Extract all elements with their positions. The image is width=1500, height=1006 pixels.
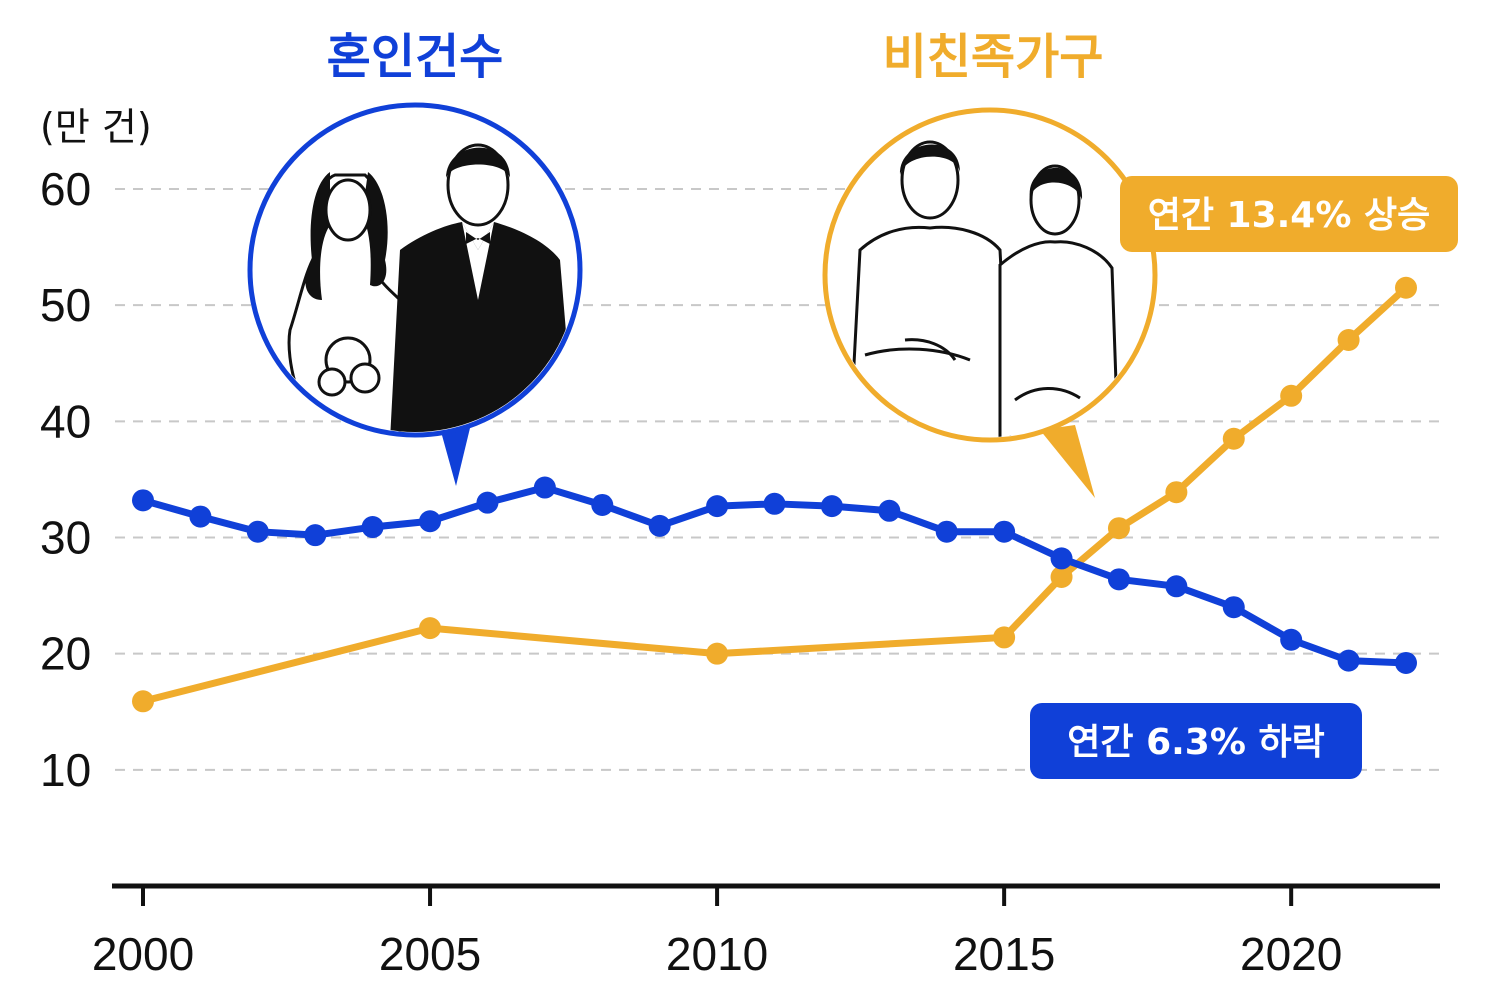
data-point [189,505,212,528]
series-layer [132,276,1417,713]
data-point [763,492,786,515]
y-tick-label: 40 [40,395,91,447]
data-point [591,493,614,516]
data-point [1050,565,1073,588]
y-tick-label: 60 [40,163,91,215]
y-tick-label: 50 [40,279,91,331]
data-point [993,520,1016,543]
data-point [1165,575,1188,598]
data-point [361,516,384,539]
data-point [1280,384,1303,407]
data-point [820,495,843,518]
data-point [1222,427,1245,450]
annotation-rise-text: 연간 13.4% 상승 [1148,195,1430,236]
data-point [419,617,442,640]
data-point [246,520,269,543]
x-tick-label: 2000 [92,928,194,980]
x-tick-label: 2010 [666,928,768,980]
y-tick-label: 20 [40,628,91,680]
series-title-marriages: 혼인건수 [327,29,504,85]
data-point [706,495,729,518]
data-point [533,476,556,499]
data-point [706,642,729,665]
wedding-couple-illustration [247,102,583,486]
data-point [419,510,442,533]
data-point [1107,517,1130,540]
data-point [1050,547,1073,570]
annotation-fall-text: 연간 6.3% 하락 [1067,722,1324,763]
y-tick-label: 10 [40,744,91,796]
data-point [935,520,958,543]
data-point [132,690,154,713]
data-point [1395,276,1417,299]
data-point [993,626,1016,649]
annotation-badge-fall: 연간 6.3% 하락 [1030,703,1362,779]
y-tick-label: 30 [40,512,91,564]
data-point [1107,568,1130,591]
data-point [878,499,901,522]
series-title-non-kin-households: 비친족가구 [883,29,1104,85]
data-point [1337,329,1360,352]
x-axis-ticks: 2000 2005 2010 2015 2020 [92,886,1342,980]
data-point [1337,649,1360,672]
data-point [132,489,154,512]
y-axis-unit-label: (만 건) [40,105,152,149]
y-axis-ticks: 10 20 30 40 50 60 [40,163,91,796]
data-point [648,514,671,537]
x-tick-label: 2015 [953,928,1055,980]
x-tick-label: 2005 [379,928,481,980]
data-point [1395,651,1417,674]
x-tick-label: 2020 [1240,928,1342,980]
data-point [1165,481,1188,504]
cohabiting-couple-illustration [822,107,1158,498]
data-point [1222,596,1245,619]
data-point [304,524,327,547]
data-point [476,491,499,514]
data-point [1280,628,1303,651]
annotation-badge-rise: 연간 13.4% 상승 [1120,176,1458,252]
